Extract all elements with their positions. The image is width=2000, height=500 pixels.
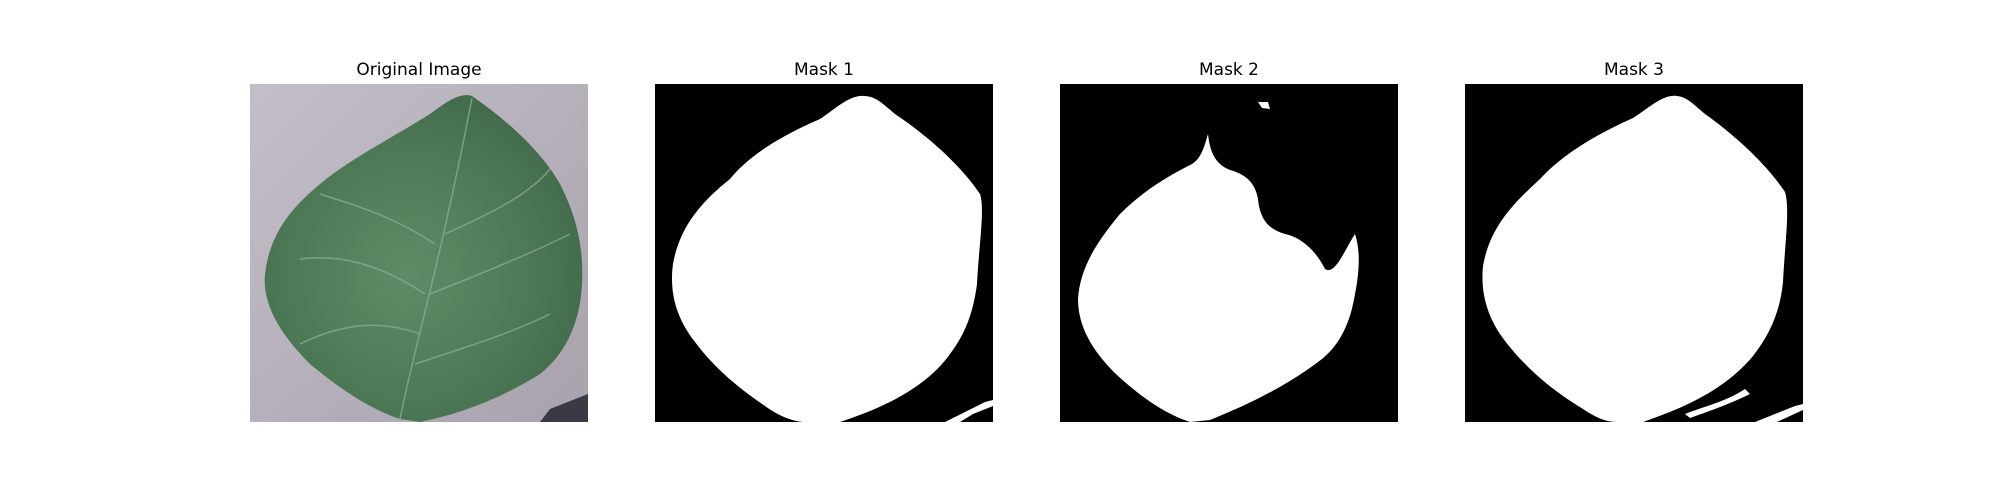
panel-title: Mask 3 [1603,60,1664,80]
mask-3-image [1465,84,1803,422]
panel-title: Original Image [356,60,482,80]
panel-mask-2: Mask 2 [1060,56,1398,422]
leaf-photo [250,84,588,422]
mask-1-image [655,84,993,422]
panel-mask-1: Mask 1 [655,56,993,422]
panel-title: Mask 1 [793,60,854,80]
panel-title: Mask 2 [1198,60,1259,80]
panel-original-image: Original Image [250,56,588,422]
mask-2-image [1060,84,1398,422]
panel-mask-3: Mask 3 [1465,56,1803,422]
